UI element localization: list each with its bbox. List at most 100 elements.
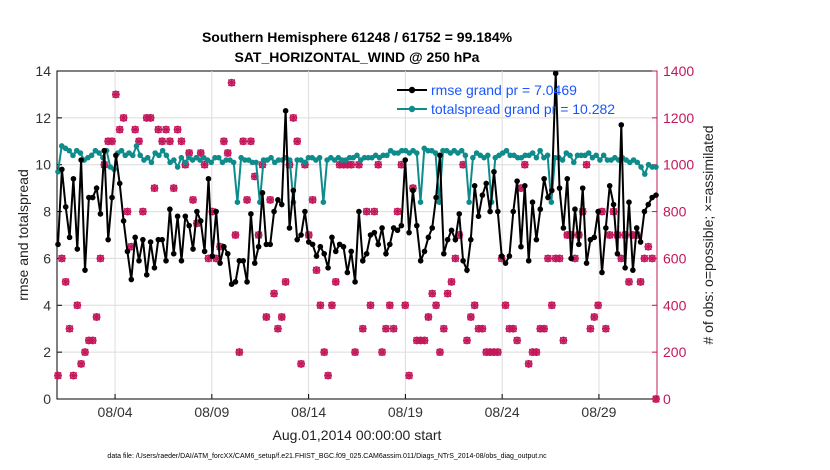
obs-assimilated-point bbox=[339, 160, 348, 169]
obs-assimilated-point bbox=[131, 125, 140, 134]
totalspread-point bbox=[66, 147, 73, 154]
rmse-point bbox=[116, 180, 123, 187]
rmse-point bbox=[101, 147, 108, 154]
obs-assimilated-point bbox=[173, 125, 182, 134]
totalspread-point bbox=[462, 152, 469, 159]
obs-assimilated-point bbox=[220, 137, 228, 146]
obs-assimilated-point bbox=[393, 207, 402, 216]
totalspread-point bbox=[432, 150, 439, 156]
rmse-point bbox=[190, 246, 196, 252]
totalspread-point bbox=[600, 152, 607, 159]
rmse-point bbox=[182, 213, 189, 220]
obs-assimilated-point bbox=[594, 301, 602, 310]
rmse-point bbox=[441, 250, 447, 257]
totalspread-series bbox=[55, 143, 659, 205]
totalspread-point bbox=[171, 157, 177, 163]
rmse-point bbox=[82, 267, 88, 273]
obs-assimilated-point bbox=[351, 348, 359, 356]
rmse-point bbox=[197, 218, 204, 224]
rmse-point bbox=[479, 192, 486, 198]
rmse-point bbox=[603, 225, 609, 231]
rmse-point bbox=[421, 248, 428, 255]
rmse-point bbox=[140, 236, 146, 243]
obs-assimilated-point bbox=[316, 301, 325, 310]
rmse-point bbox=[113, 152, 119, 159]
x-tick-label: 08/14 bbox=[291, 404, 326, 420]
obs-assimilated-point bbox=[532, 348, 541, 356]
rmse-point bbox=[398, 222, 405, 229]
rmse-point bbox=[630, 267, 636, 273]
rmse-point bbox=[583, 260, 590, 266]
rmse-point bbox=[483, 180, 490, 187]
rmse-point bbox=[429, 225, 436, 231]
rmse-point bbox=[132, 234, 138, 241]
obs-assimilated-point bbox=[216, 242, 224, 251]
rmse-point bbox=[417, 257, 424, 264]
rmse-point bbox=[576, 241, 582, 248]
obs-assimilated-point bbox=[243, 196, 251, 204]
totalspread-point bbox=[320, 199, 327, 205]
obs-assimilated-point bbox=[439, 324, 448, 333]
rmse-point bbox=[236, 257, 243, 264]
totalspread-point bbox=[641, 171, 648, 177]
obs-assimilated-point bbox=[443, 289, 452, 298]
rmse-point bbox=[514, 178, 520, 184]
totalspread-point bbox=[384, 152, 390, 159]
obs-assimilated-point bbox=[320, 348, 329, 356]
rmse-point bbox=[502, 260, 509, 266]
rmse-point bbox=[533, 236, 540, 243]
totalspread-point bbox=[234, 199, 241, 205]
rmse-point bbox=[549, 187, 555, 194]
obs-assimilated-point bbox=[648, 254, 656, 263]
rmse-point bbox=[529, 199, 536, 205]
totalspread-point bbox=[268, 154, 274, 161]
rmse-point bbox=[522, 183, 528, 189]
obs-assimilated-point bbox=[324, 371, 332, 380]
rmse-point bbox=[414, 222, 420, 229]
totalspread-point bbox=[529, 150, 536, 156]
obs-assimilated-point bbox=[281, 278, 290, 286]
obs-assimilated-point bbox=[459, 160, 467, 169]
y-right-tick-label: 0 bbox=[663, 391, 671, 407]
obs-assimilated-point bbox=[262, 313, 271, 321]
rmse-point bbox=[487, 208, 493, 215]
rmse-point bbox=[109, 194, 115, 201]
totalspread-point bbox=[182, 159, 188, 166]
totalspread-point bbox=[354, 152, 360, 159]
rmse-point bbox=[568, 255, 574, 262]
y-left-tick-label: 2 bbox=[43, 344, 51, 360]
obs-assimilated-point bbox=[247, 137, 255, 146]
x-tick-label: 08/19 bbox=[388, 404, 423, 420]
rmse-point bbox=[633, 225, 640, 231]
totalspread-point bbox=[129, 152, 136, 159]
totalspread-point bbox=[466, 199, 472, 205]
obs-assimilated-point bbox=[227, 78, 236, 87]
obs-assimilated-point bbox=[378, 348, 386, 356]
rmse-point bbox=[564, 175, 571, 182]
rmse-point bbox=[510, 208, 517, 215]
obs-assimilated-point bbox=[270, 289, 278, 298]
obs-assimilated-point bbox=[312, 266, 321, 274]
rmse-point bbox=[626, 199, 632, 205]
obs-assimilated-point bbox=[567, 231, 575, 239]
rmse-point bbox=[552, 70, 559, 77]
obs-assimilated-point bbox=[590, 313, 599, 321]
rmse-point bbox=[332, 248, 339, 255]
obs-assimilated-point bbox=[104, 137, 112, 146]
chart-title-line1: Southern Hemisphere 61248 / 61752 = 99.1… bbox=[202, 29, 513, 45]
obs-assimilated-point bbox=[166, 137, 174, 146]
obs-assimilated-point bbox=[412, 336, 421, 345]
rmse-point bbox=[402, 157, 409, 163]
totalspread-point bbox=[417, 199, 424, 205]
rmse-point bbox=[444, 236, 451, 243]
y-right-tick-label: 1400 bbox=[663, 63, 694, 79]
obs-assimilated-point bbox=[61, 278, 70, 286]
obs-assimilated-point bbox=[652, 395, 660, 403]
obs-assimilated-point bbox=[582, 160, 591, 169]
obs-assimilated-point bbox=[200, 160, 209, 169]
totalspread-point bbox=[316, 154, 323, 161]
rmse-point bbox=[213, 208, 219, 215]
rmse-point bbox=[406, 229, 412, 236]
rmse-point bbox=[313, 253, 320, 259]
x-tick-label: 08/24 bbox=[485, 404, 520, 420]
